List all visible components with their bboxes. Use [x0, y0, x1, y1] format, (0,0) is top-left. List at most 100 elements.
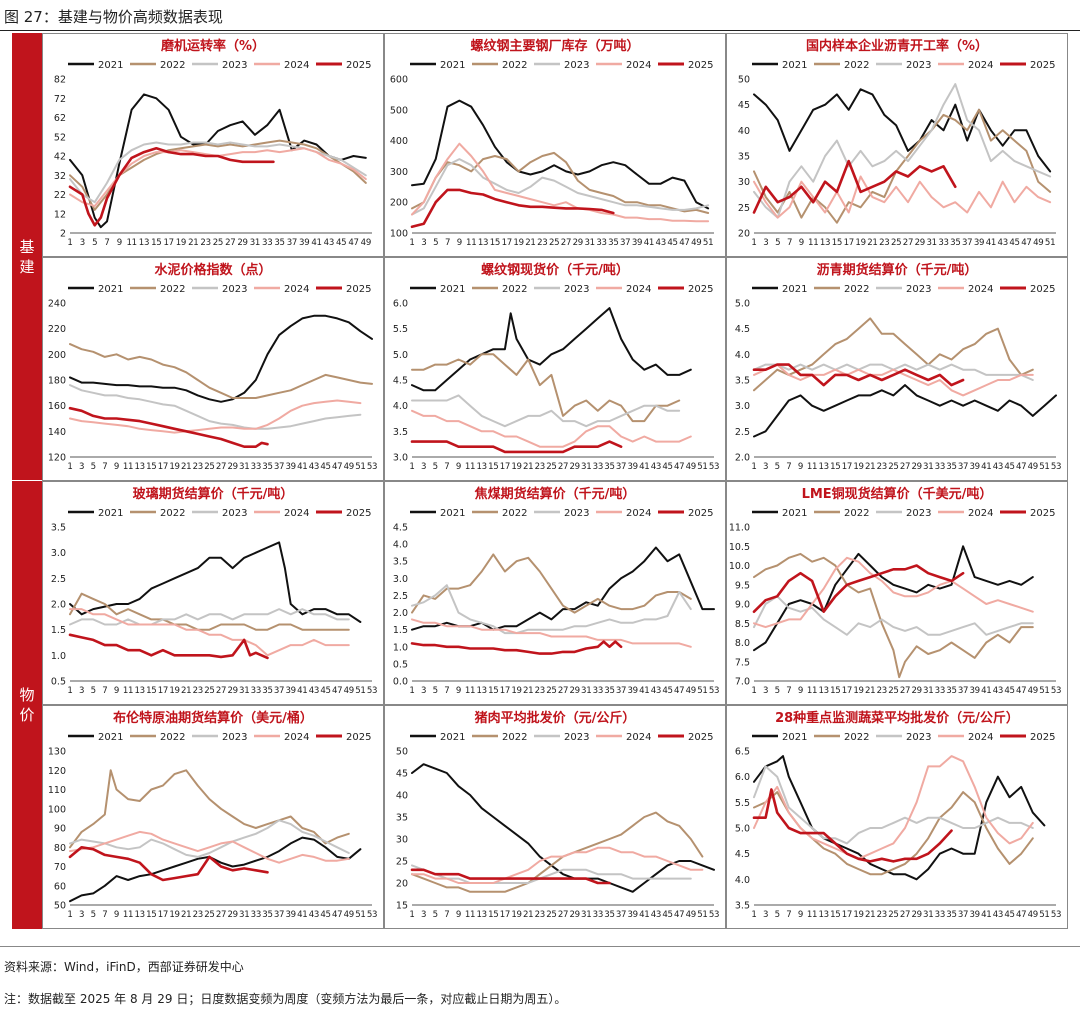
legend-label-2021: 2021 — [98, 284, 123, 295]
x-tick-label: 45 — [320, 462, 330, 472]
series-line-2023 — [411, 394, 681, 428]
x-tick-label: 5 — [433, 686, 438, 696]
y-tick-label: 40 — [738, 126, 750, 137]
legend: 2021 2022 2023 2024 2025 — [410, 60, 713, 71]
legend-label-2021: 2021 — [782, 508, 807, 519]
x-tick-label: 1 — [67, 910, 72, 920]
x-tick-label: 23 — [537, 238, 547, 248]
x-tick-label: 35 — [262, 910, 272, 920]
x-tick-label: 29 — [227, 462, 237, 472]
legend: 2021 2022 2023 2024 2025 — [752, 60, 1055, 71]
x-tick-label: 19 — [853, 910, 863, 920]
y-tick-label: 35 — [396, 813, 408, 824]
x-tick-label: 31 — [581, 910, 591, 920]
legend-label-2023: 2023 — [564, 508, 589, 519]
x-tick-label: 31 — [239, 686, 249, 696]
chart-panel: 焦煤期货结算价（千元/吨） 2021 2022 2023 2024 2025 0.0 0.5 1… — [384, 481, 726, 705]
x-tick-label: 47 — [1016, 462, 1026, 472]
series-line-2023 — [69, 384, 362, 430]
chart-title: 猪肉平均批发价（元/公斤） — [474, 710, 636, 726]
x-tick-label: 39 — [628, 462, 638, 472]
legend: 2021 2022 2023 2024 2025 — [410, 284, 713, 295]
y-tick-label: 2.5 — [393, 591, 408, 602]
x-tick-label: 19 — [511, 686, 521, 696]
chart-panel: 猪肉平均批发价（元/公斤）2021 2022 2023 2024 20251520253… — [384, 705, 726, 929]
legend-label-2022: 2022 — [160, 284, 185, 295]
y-tick-label: 120 — [48, 766, 66, 777]
x-tick-label: 7 — [102, 910, 107, 920]
panel-border — [42, 481, 384, 705]
x-tick-label: 27 — [558, 462, 568, 472]
y-tick-label: 42 — [54, 152, 66, 163]
x-tick-label: 25 — [204, 910, 214, 920]
x-tick-label: 45 — [662, 910, 672, 920]
series-line-2021 — [753, 88, 1052, 173]
x-tick-label: 47 — [674, 462, 684, 472]
x-tick-label: 9 — [798, 910, 803, 920]
x-tick-label: 31 — [923, 686, 933, 696]
x-tick-label: 43 — [993, 910, 1003, 920]
x-tick-label: 17 — [844, 238, 854, 248]
x-tick-label: 39 — [632, 238, 642, 248]
y-tick-label: 3.5 — [735, 376, 750, 387]
x-tick-label: 19 — [169, 462, 179, 472]
y-tick-label: 3.5 — [51, 523, 66, 534]
x-tick-label: 3 — [763, 686, 768, 696]
x-tick-label: 5 — [91, 686, 96, 696]
y-tick-label: 72 — [54, 94, 66, 105]
legend-label-2022: 2022 — [844, 284, 869, 295]
x-tick-label: 41 — [639, 686, 649, 696]
x-tick-label: 15 — [830, 462, 840, 472]
x-tick-label: 51 — [1039, 910, 1049, 920]
y-tick-label: 10.0 — [729, 561, 750, 572]
x-tick-label: 45 — [662, 462, 672, 472]
y-tick-label: 1.0 — [51, 651, 66, 662]
x-tick-label: 45 — [1004, 686, 1014, 696]
series-line-2021 — [69, 541, 362, 623]
legend-label-2021: 2021 — [440, 508, 465, 519]
y-tick-label: 100 — [48, 804, 66, 815]
x-tick-label: 39 — [286, 910, 296, 920]
x-tick-label: 27 — [216, 686, 226, 696]
legend-label-2022: 2022 — [844, 508, 869, 519]
y-tick-label: 3.0 — [393, 574, 408, 585]
x-tick-label: 49 — [1028, 462, 1038, 472]
x-tick-label: 27 — [900, 686, 910, 696]
legend-label-2021: 2021 — [440, 284, 465, 295]
x-tick-label: 1 — [67, 238, 72, 248]
x-tick-label: 31 — [239, 910, 249, 920]
x-tick-label: 31 — [581, 462, 591, 472]
legend-label-2023: 2023 — [564, 60, 589, 71]
legend: 2021 2022 2023 2024 2025 — [752, 732, 1055, 743]
y-tick-label: 160 — [48, 401, 66, 412]
y-tick-label: 2.0 — [735, 453, 750, 464]
x-tick-label: 1 — [751, 238, 756, 248]
x-tick-label: 37 — [274, 910, 284, 920]
legend-label-2023: 2023 — [906, 508, 931, 519]
y-tick-label: 80 — [54, 843, 66, 854]
x-tick-label: 43 — [993, 462, 1003, 472]
x-tick-label: 1 — [409, 238, 414, 248]
x-tick-label: 29 — [573, 238, 583, 248]
x-tick-label: 47 — [332, 910, 342, 920]
chart-title: 螺纹钢主要钢厂库存（万吨） — [470, 38, 639, 54]
x-tick-label: 41 — [311, 238, 321, 248]
x-tick-label: 7 — [445, 238, 450, 248]
legend-label-2025: 2025 — [1030, 732, 1055, 743]
y-tick-label: 220 — [48, 324, 66, 335]
y-tick-label: 30 — [396, 835, 408, 846]
x-tick-label: 3 — [763, 462, 768, 472]
legend: 2021 2022 2023 2024 2025 — [752, 284, 1055, 295]
series-line-2025 — [68, 406, 269, 448]
x-tick-label: 9 — [114, 462, 119, 472]
x-tick-label: 29 — [569, 462, 579, 472]
x-tick-label: 39 — [970, 910, 980, 920]
series-line-2025 — [410, 640, 623, 655]
y-tick-label: 7.5 — [735, 657, 750, 668]
legend-label-2022: 2022 — [502, 732, 527, 743]
x-tick-label: 17 — [163, 238, 173, 248]
x-tick-label: 29 — [911, 686, 921, 696]
x-tick-label: 43 — [651, 686, 661, 696]
legend-label-2024: 2024 — [968, 732, 993, 743]
chart-panel: 布伦特原油期货结算价（美元/桶） 2021 2022 2023 2024 2025 50 60… — [42, 705, 384, 929]
